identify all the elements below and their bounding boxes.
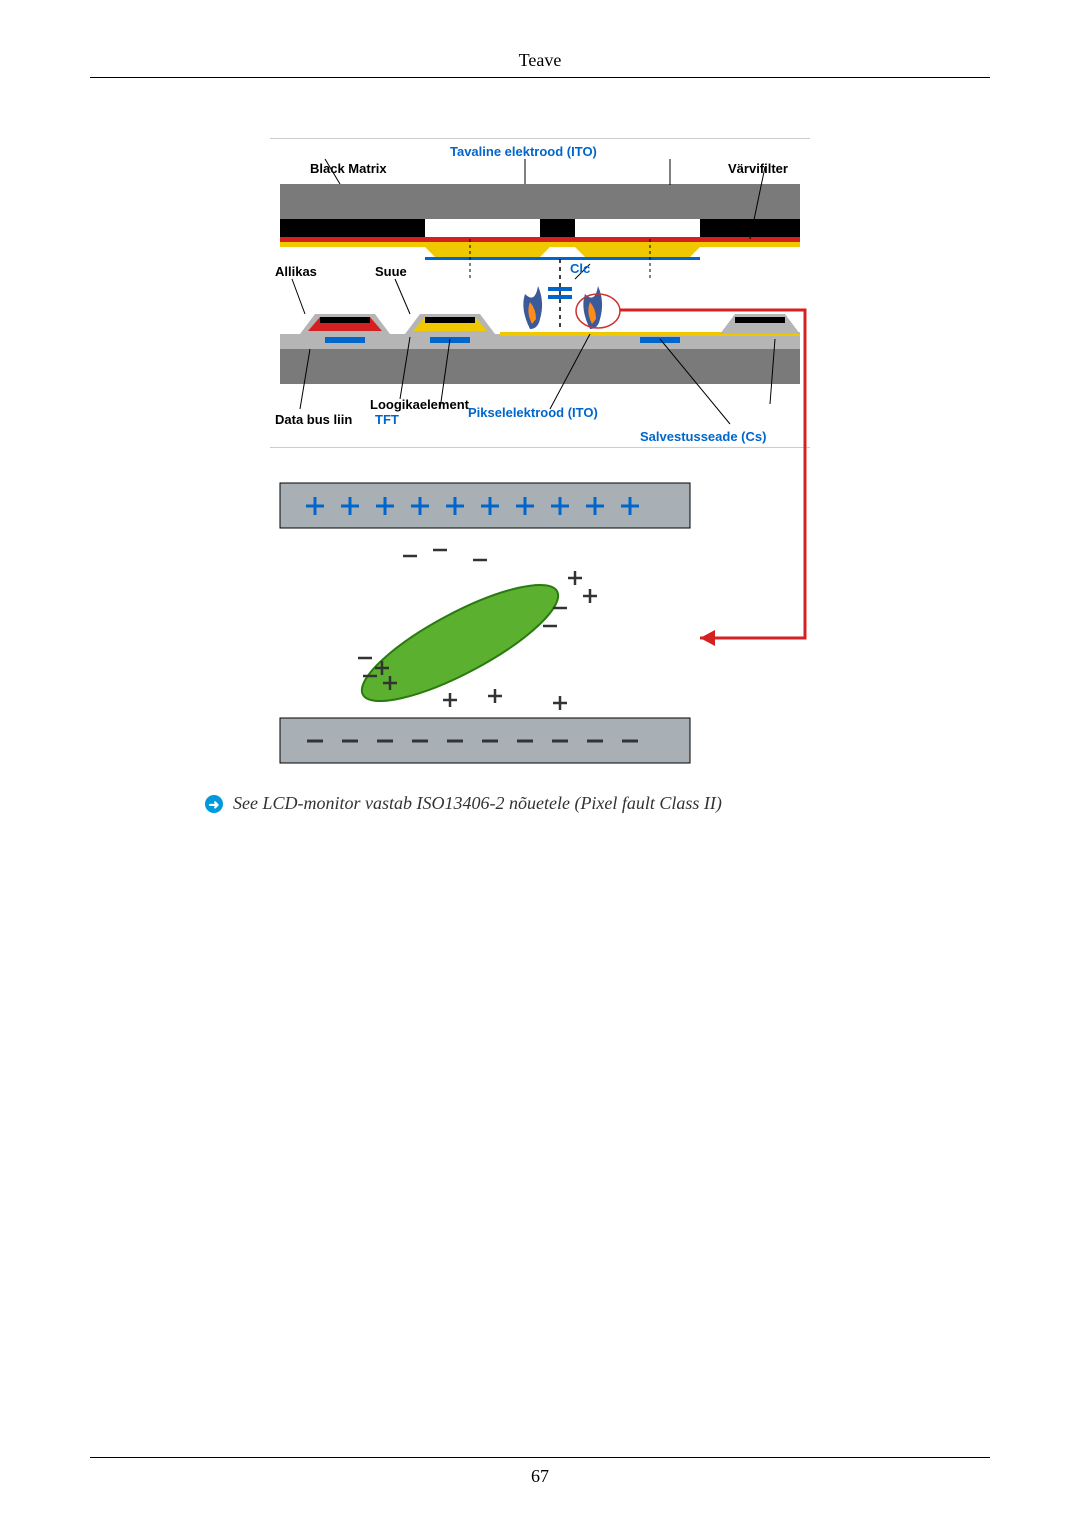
note-row: ➜ See LCD-monitor vastab ISO13406-2 nõue… bbox=[205, 793, 990, 814]
label-suue: Suue bbox=[375, 264, 407, 279]
lc-svg bbox=[270, 478, 810, 768]
label-tavaline-elektrood: Tavaline elektrood (ITO) bbox=[450, 144, 597, 159]
diagram-container: Tavaline elektrood (ITO) Black Matrix Vä… bbox=[270, 138, 810, 768]
label-data-bus-liin: Data bus liin bbox=[275, 412, 352, 427]
tft-svg bbox=[270, 139, 810, 449]
label-loogikaelement: Loogikaelement bbox=[370, 397, 469, 412]
page-header: Teave bbox=[90, 50, 990, 78]
label-tft: TFT bbox=[375, 412, 399, 427]
header-title: Teave bbox=[519, 50, 562, 70]
page-footer: 67 bbox=[90, 1457, 990, 1487]
label-clc: Clc bbox=[570, 261, 590, 276]
liquid-crystal-diagram bbox=[270, 478, 810, 768]
label-allikas: Allikas bbox=[275, 264, 317, 279]
tft-cross-section-diagram: Tavaline elektrood (ITO) Black Matrix Vä… bbox=[270, 138, 810, 448]
label-pikselelektrood: Pikselelektrood (ITO) bbox=[468, 405, 598, 420]
page-number: 67 bbox=[531, 1466, 549, 1486]
label-varvifilter: Värvifilter bbox=[728, 161, 788, 176]
arrow-bullet-icon: ➜ bbox=[205, 795, 223, 813]
label-salvestusseade: Salvestusseade (Cs) bbox=[640, 429, 766, 444]
note-text: See LCD-monitor vastab ISO13406-2 nõuete… bbox=[233, 793, 722, 814]
diagram-wrap: Tavaline elektrood (ITO) Black Matrix Vä… bbox=[90, 138, 990, 768]
arrow-glyph: ➜ bbox=[209, 798, 220, 811]
label-black-matrix: Black Matrix bbox=[310, 161, 387, 176]
